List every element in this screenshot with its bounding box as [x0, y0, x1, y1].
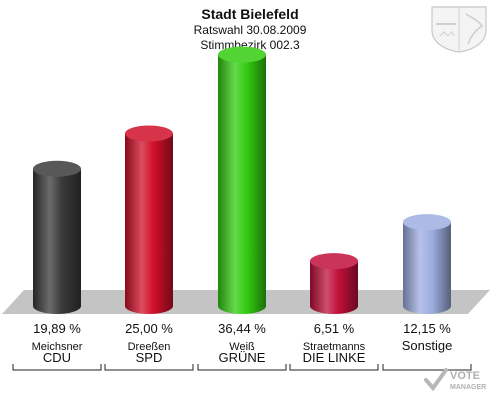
bar-cdu	[33, 168, 81, 314]
candidate-label: Weiß	[229, 341, 255, 353]
bar-gr-ne	[218, 54, 266, 315]
candidate-label: Meichsner	[32, 341, 83, 353]
chart-title: Stadt Bielefeld	[201, 6, 299, 22]
category-bracket	[12, 364, 102, 371]
bars-group	[33, 46, 451, 315]
candidate-label: Dreeßen	[128, 341, 171, 353]
checkmark-icon	[424, 368, 448, 392]
party-label: CDU	[43, 350, 71, 365]
vote-manager-watermark: VOTE MANAGER	[424, 368, 486, 392]
bar-top-cdu	[33, 160, 81, 177]
chart-subtitle: Ratswahl 30.08.2009	[193, 23, 307, 37]
chart-district: Stimmbezirk 002.3	[200, 38, 300, 52]
watermark-line1: VOTE	[450, 370, 480, 382]
watermark-line2: MANAGER	[450, 384, 486, 391]
party-label: Sonstige	[402, 338, 453, 353]
category-bracket	[289, 364, 379, 371]
candidate-label: Straetmanns	[303, 341, 366, 353]
value-label: 19,89 %	[33, 321, 81, 336]
value-label: 12,15 %	[403, 321, 451, 336]
bar-top-spd	[125, 125, 173, 142]
bar-top-gr-ne	[218, 46, 266, 63]
chart-header: Stadt Bielefeld Ratswahl 30.08.2009 Stim…	[0, 6, 500, 53]
category-bracket	[104, 364, 194, 371]
value-label: 36,44 %	[218, 321, 266, 336]
bar-sonstige	[403, 222, 451, 314]
party-label: SPD	[136, 350, 163, 365]
party-label: DIE LINKE	[303, 350, 366, 365]
bar-spd	[125, 133, 173, 314]
party-label: GRÜNE	[219, 350, 266, 365]
value-label: 25,00 %	[125, 321, 173, 336]
coat-of-arms-icon	[431, 6, 487, 53]
category-bracket	[197, 364, 287, 371]
bar-die-linke	[310, 261, 358, 314]
value-label: 6,51 %	[314, 321, 355, 336]
category-bracket	[382, 364, 472, 371]
bar-top-die-linke	[310, 253, 358, 270]
bar-top-sonstige	[403, 214, 451, 231]
